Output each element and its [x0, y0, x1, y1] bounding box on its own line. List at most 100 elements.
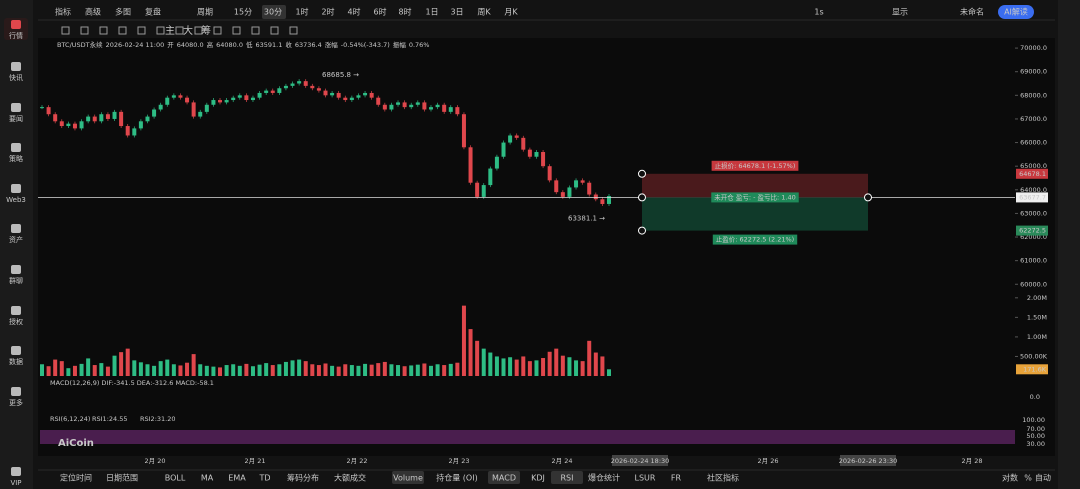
toolbar-item[interactable]: 1s — [814, 8, 823, 17]
toolbar-item[interactable]: 周K — [477, 8, 491, 17]
bottom-tab[interactable]: MA — [201, 474, 214, 483]
toolbar-item[interactable]: 30分 — [264, 8, 282, 17]
bottom-tab[interactable]: 定位时间 — [60, 473, 92, 483]
sidebar-label[interactable]: 快讯 — [9, 73, 23, 82]
bottom-tab[interactable]: EMA — [228, 474, 246, 483]
sidebar-label[interactable]: VIP — [10, 479, 21, 487]
candle — [316, 88, 321, 91]
candle — [59, 121, 64, 127]
toolbar-item[interactable]: 月K — [504, 8, 518, 17]
toolbar-item[interactable]: 指标 — [55, 7, 71, 17]
candle — [442, 104, 447, 112]
bottom-tab[interactable]: BOLL — [165, 474, 186, 483]
volume-bar — [547, 351, 552, 376]
handle[interactable] — [638, 226, 646, 235]
tool-icon[interactable] — [175, 26, 184, 35]
candle — [567, 187, 572, 197]
sidebar-label[interactable]: 更多 — [9, 398, 23, 407]
volume-bar — [587, 340, 592, 376]
tool-icon[interactable] — [232, 26, 241, 35]
bottom-tab[interactable]: RSI — [561, 474, 574, 483]
volume-bar — [363, 363, 368, 376]
candle — [40, 107, 44, 109]
bottom-tab[interactable]: KDJ — [531, 474, 545, 483]
bottom-right[interactable]: 自动 — [1035, 473, 1051, 483]
x-label: 2月 22 — [347, 457, 368, 465]
handle[interactable] — [864, 193, 872, 202]
toolbar-item[interactable]: 4时 — [347, 7, 360, 17]
tool-icon[interactable] — [80, 26, 89, 35]
trade-label: 未开仓 盈亏: - 盈亏比: 1.40 — [714, 192, 795, 201]
volume-bar — [132, 360, 137, 376]
bottom-tab[interactable]: TD — [258, 474, 270, 483]
info-text: 64080.0 — [177, 41, 204, 49]
toolbar-item[interactable]: 高级 — [85, 7, 101, 17]
quick-button[interactable]: 主 — [165, 25, 175, 37]
tool-icon[interactable] — [156, 26, 165, 35]
x-label: 2月 26 — [758, 457, 779, 465]
toolbar-item[interactable]: 2时 — [321, 7, 334, 17]
tool-icon[interactable] — [289, 26, 298, 35]
bottom-right[interactable]: 对数 — [1002, 473, 1018, 483]
volume-bar — [567, 357, 572, 376]
info-text: 0.76% — [409, 41, 430, 49]
toolbar-item[interactable]: 显示 — [892, 8, 908, 17]
trade-label-bg — [712, 234, 798, 245]
toolbar-item[interactable]: 多图 — [115, 7, 131, 17]
toolbar-item[interactable]: 15分 — [234, 8, 252, 17]
bottom-right[interactable]: % — [1024, 474, 1032, 483]
sidebar-label[interactable]: 行情 — [9, 31, 23, 40]
tool-icon[interactable] — [270, 26, 279, 35]
sidebar-label[interactable]: 要闻 — [9, 114, 23, 123]
sidebar-label[interactable]: 资产 — [9, 235, 23, 244]
sidebar-label[interactable]: 策略 — [9, 154, 23, 163]
bottom-tab[interactable]: 筹码分布 — [287, 473, 319, 483]
toolbar-item[interactable]: 周期 — [197, 8, 213, 17]
volume-bar — [389, 364, 394, 376]
candle — [376, 97, 381, 105]
bottom-tab[interactable]: 社区指标 — [707, 473, 739, 483]
volume-bar — [481, 348, 486, 376]
bottom-tab[interactable]: 持仓量 (OI) — [436, 473, 477, 483]
candle — [343, 97, 348, 101]
bottom-tab[interactable]: Volume — [393, 474, 423, 483]
tool-icon[interactable] — [213, 26, 222, 35]
toolbar-item[interactable]: AI解读 — [1004, 7, 1028, 17]
volume-bar — [283, 361, 288, 376]
bottom-tab[interactable]: LSUR — [635, 474, 656, 483]
handle[interactable] — [638, 169, 646, 178]
candle — [468, 147, 473, 183]
bottom-tab[interactable]: 爆仓统计 — [588, 473, 620, 483]
volume-bar — [369, 364, 374, 376]
tool-icon[interactable] — [251, 26, 260, 35]
handle[interactable] — [638, 193, 646, 202]
tool-icon[interactable] — [118, 26, 127, 35]
quick-button[interactable]: 大 — [183, 24, 193, 37]
sidebar-label[interactable]: 授权 — [9, 317, 23, 326]
bottom-tab[interactable]: 大额成交 — [334, 473, 366, 483]
tool-icon[interactable] — [194, 26, 203, 35]
toolbar-item[interactable]: 1日 — [425, 8, 438, 17]
bottom-tab[interactable]: 日期范围 — [106, 473, 138, 483]
quick-button[interactable]: 筹 — [201, 24, 211, 37]
sidebar-label[interactable]: 数据 — [9, 357, 23, 366]
toolbar-item[interactable]: 未命名 — [960, 7, 984, 17]
sidebar-label[interactable]: 群聊 — [9, 276, 23, 285]
y-tick-label: 66000.0 — [1020, 139, 1047, 147]
volume-bar — [59, 361, 64, 376]
volume-bar — [422, 363, 427, 376]
candle — [72, 123, 77, 129]
tool-icon[interactable] — [61, 26, 70, 35]
toolbar-item[interactable]: 3日 — [450, 8, 463, 17]
toolbar-item[interactable]: 1时 — [295, 7, 308, 17]
toolbar-item[interactable]: 6时 — [373, 7, 386, 17]
bottom-tab[interactable]: MACD — [492, 474, 516, 483]
tool-icon[interactable] — [137, 26, 146, 35]
toolbar-item[interactable]: 8时 — [398, 7, 411, 17]
toolbar-item[interactable]: 复盘 — [145, 7, 161, 17]
sidebar-label[interactable]: Web3 — [6, 196, 26, 204]
tool-icon[interactable] — [99, 26, 108, 35]
candle — [310, 85, 315, 89]
bottom-tab[interactable]: FR — [671, 474, 682, 483]
candle — [198, 111, 203, 117]
